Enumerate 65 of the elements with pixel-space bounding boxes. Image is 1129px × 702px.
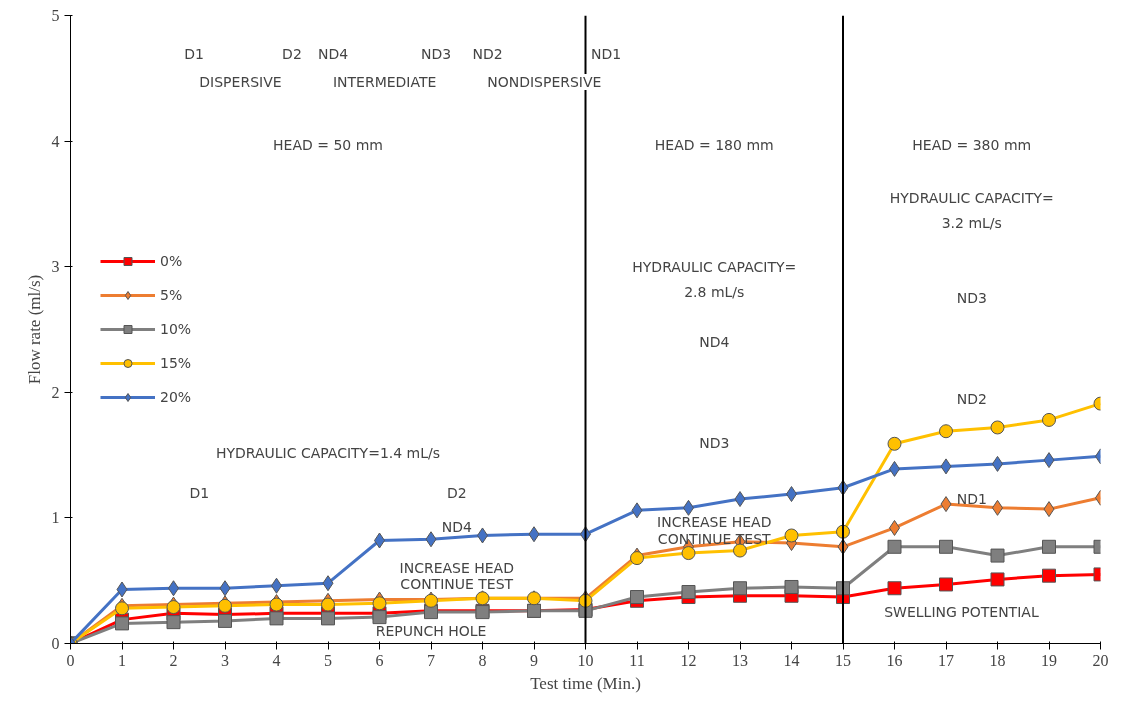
x-tick-label: 11 [629, 651, 645, 669]
legend-label: 20% [160, 389, 192, 405]
x-tick-label: 2 [169, 651, 178, 669]
x-tick-label: 8 [478, 651, 487, 669]
annotation: INCREASE HEAD [657, 513, 772, 530]
annotation: 3.2 mL/s [941, 214, 1002, 231]
y-axis-title: Flow rate (ml/s) [24, 274, 44, 385]
x-tick-label: 5 [324, 651, 332, 669]
x-tick-label: 9 [530, 651, 538, 669]
legend-label: 10% [160, 321, 192, 337]
x-tick-label: 12 [680, 651, 697, 669]
y-tick-label: 0 [51, 635, 60, 652]
annotation: ND4 [699, 334, 730, 351]
annotation: D1 [184, 46, 204, 63]
annotation: INCREASE HEAD [399, 560, 514, 577]
annotation: INTERMEDIATE [332, 74, 437, 91]
annotation: HYDRAULIC CAPACITY=1.4 mL/s [215, 444, 441, 461]
x-tick-label: 7 [427, 651, 435, 669]
annotation: HEAD = 380 mm [912, 136, 1032, 153]
annotation: HEAD = 180 mm [654, 136, 774, 153]
annotation: D2 [282, 46, 302, 63]
legend-label: 0% [160, 253, 183, 269]
y-tick-label: 1 [51, 509, 60, 527]
y-tick-label: 2 [51, 383, 60, 401]
annotation: HYDRAULIC CAPACITY= [632, 258, 797, 275]
x-tick-label: 13 [732, 651, 748, 669]
x-tick-label: 18 [989, 651, 1006, 669]
annotation: CONTINUE TEST [657, 531, 772, 548]
annotation: ND1 [591, 46, 622, 63]
x-tick-label: 4 [272, 651, 281, 669]
annotation: HYDRAULIC CAPACITY= [889, 189, 1054, 206]
x-tick-label: 15 [835, 651, 851, 669]
annotation: D1 [189, 484, 210, 501]
y-tick-label: 3 [51, 258, 60, 276]
x-tick-label: 3 [221, 651, 229, 669]
x-tick-label: 1 [118, 651, 126, 669]
annotation: ND3 [699, 434, 730, 451]
annotation: 2.8 mL/s [684, 283, 745, 300]
annotation: D2 [446, 484, 467, 501]
annotation: ND1 [956, 491, 987, 508]
legend-label: 15% [160, 355, 192, 371]
annotation: DISPERSIVE [199, 74, 282, 91]
x-tick-label: 14 [783, 651, 800, 669]
annotation: SWELLING POTENTIAL [884, 604, 1039, 621]
annotation: ND3 [956, 290, 987, 307]
annotation: CONTINUE TEST [400, 576, 514, 593]
annotation: ND2 [472, 46, 503, 63]
y-tick-label: 5 [51, 7, 60, 24]
x-tick-label: 0 [66, 651, 75, 669]
annotation: REPUNCH HOLE [375, 622, 487, 639]
x-tick-label: 20 [1092, 651, 1109, 669]
annotation: ND3 [421, 46, 452, 63]
annotation: ND4 [441, 518, 472, 535]
annotation: NONDISPERSIVE [487, 74, 602, 91]
annotation: ND4 [318, 46, 349, 63]
x-tick-label: 6 [375, 651, 384, 669]
x-tick-label: 16 [886, 651, 903, 669]
y-tick-label: 4 [51, 132, 60, 150]
x-axis-title: Test time (Min.) [530, 673, 641, 693]
x-tick-label: 10 [577, 651, 594, 669]
annotation: HEAD = 50 mm [273, 136, 383, 153]
legend-label: 5% [160, 287, 183, 303]
x-tick-label: 19 [1041, 651, 1057, 669]
annotation: ND2 [956, 390, 987, 407]
x-tick-label: 17 [938, 651, 954, 669]
